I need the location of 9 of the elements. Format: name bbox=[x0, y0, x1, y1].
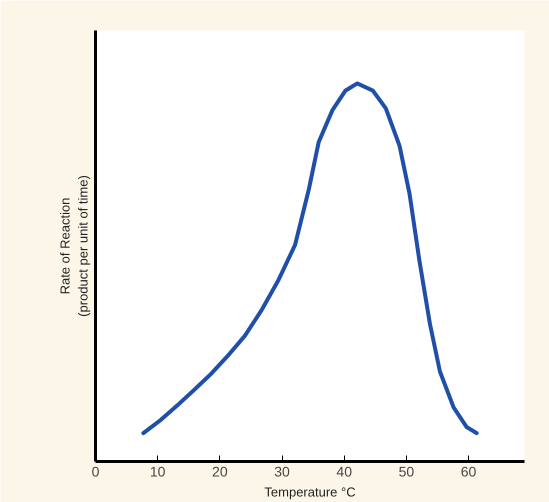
x-tick-label: 50 bbox=[398, 464, 414, 480]
x-tick-label: 10 bbox=[150, 464, 166, 480]
x-tick-label: 0 bbox=[92, 464, 100, 480]
x-tick-label: 20 bbox=[212, 464, 228, 480]
y-axis-title: Rate of Reaction (product per unit of time) bbox=[58, 175, 90, 317]
x-tick-label: 40 bbox=[336, 464, 352, 480]
x-tick-label: 30 bbox=[274, 464, 290, 480]
x-axis-title: Temperature °C bbox=[264, 484, 356, 500]
x-tick-label: 60 bbox=[460, 464, 477, 480]
